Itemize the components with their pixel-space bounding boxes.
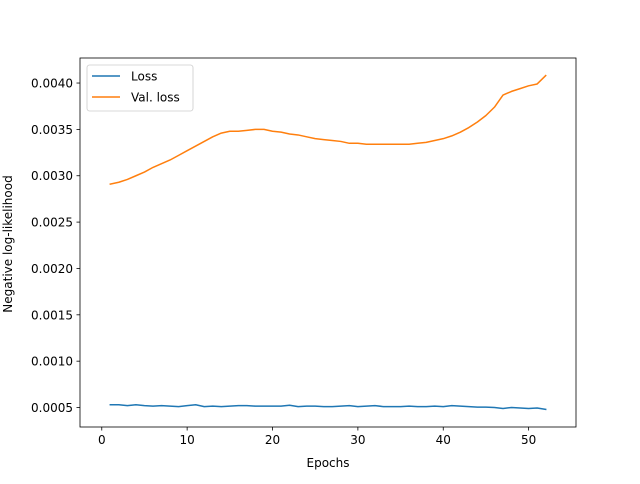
legend: Loss Val. loss bbox=[86, 64, 194, 112]
legend-label-0: Loss bbox=[131, 70, 157, 84]
y-axis-label: Negative log-likelihood bbox=[1, 175, 15, 312]
axes-frame bbox=[79, 57, 577, 428]
legend-label-1: Val. loss bbox=[131, 91, 180, 105]
axes: 0 10 20 30 40 50 0.0005 0.0010 0.0015 0.0020 0.002… bbox=[31, 57, 577, 447]
x-axis-label: Epochs bbox=[307, 456, 350, 470]
x-tick-label: 20 bbox=[265, 433, 280, 447]
y-tick-label: 0.0035 bbox=[31, 123, 73, 137]
y-tick-label: 0.0040 bbox=[31, 77, 73, 91]
series-line-0 bbox=[109, 404, 547, 411]
x-tick-label: 50 bbox=[521, 433, 536, 447]
y-tick-label: 0.0030 bbox=[31, 169, 73, 183]
x-tick-label: 10 bbox=[179, 433, 194, 447]
y-tick-label: 0.0015 bbox=[31, 308, 73, 322]
plot-area bbox=[109, 74, 547, 411]
y-tick-label: 0.0005 bbox=[31, 401, 73, 415]
series-line-1 bbox=[109, 74, 547, 185]
y-tick-label: 0.0010 bbox=[31, 355, 73, 369]
x-tick-label: 0 bbox=[98, 433, 106, 447]
y-tick-label: 0.0025 bbox=[31, 216, 73, 230]
x-tick-label: 30 bbox=[350, 433, 365, 447]
y-tick-label: 0.0020 bbox=[31, 262, 73, 276]
x-tick-label: 40 bbox=[436, 433, 451, 447]
